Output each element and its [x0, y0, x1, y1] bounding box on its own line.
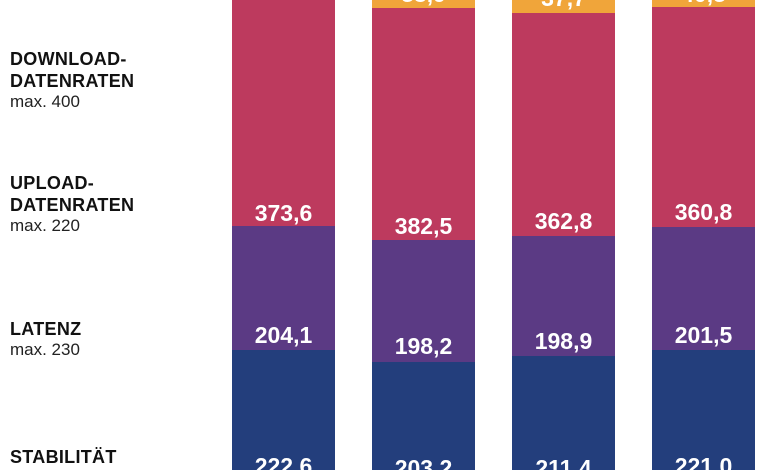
bar-latenz-3 — [512, 236, 615, 356]
value-label-stabilitaet-1: 222,6 — [255, 453, 313, 470]
row-label-latenz: LATENZ max. 230 — [10, 318, 81, 360]
bar-stabilitaet-1 — [232, 350, 335, 470]
value-label-stabilitaet-3: 211,4 — [535, 455, 591, 470]
row-label-latenz-title: LATENZ — [10, 319, 82, 339]
value-label-top-2: 38,9 — [401, 0, 446, 7]
value-label-latenz-1: 204,1 — [255, 322, 313, 348]
row-label-download: DOWNLOAD- DATENRATEN max. 400 — [10, 48, 134, 112]
value-label-download-3: 362,8 — [535, 208, 593, 234]
bar-download-2 — [372, 8, 475, 240]
bar-top-4 — [652, 0, 755, 7]
bar-latenz-4 — [652, 227, 755, 350]
value-label-stabilitaet-2: 203,2 — [395, 455, 453, 470]
value-label-latenz-4: 201,5 — [675, 322, 733, 348]
bar-top-3 — [512, 0, 615, 13]
bar-download-1 — [232, 0, 335, 226]
value-label-download-2: 382,5 — [395, 213, 453, 239]
bar-download-4 — [652, 7, 755, 227]
row-label-stabilitaet-title: STABILITÄT — [10, 447, 117, 467]
bar-stabilitaet-2 — [372, 362, 475, 470]
value-label-latenz-2: 198,2 — [395, 333, 453, 359]
bar-top-2 — [372, 0, 475, 8]
value-label-top-3: 37,7 — [541, 0, 586, 11]
value-label-latenz-3: 198,9 — [535, 328, 593, 354]
row-label-upload: UPLOAD- DATENRATEN max. 220 — [10, 172, 134, 236]
row-label-download-max: max. 400 — [10, 92, 80, 111]
bar-latenz-2 — [372, 240, 475, 362]
bar-download-3 — [512, 13, 615, 236]
bar-stabilitaet-3 — [512, 356, 615, 470]
row-label-upload-max: max. 220 — [10, 216, 80, 235]
value-label-download-1: 373,6 — [255, 200, 313, 226]
row-label-upload-title: UPLOAD- DATENRATEN — [10, 173, 135, 215]
bar-latenz-1 — [232, 226, 335, 350]
value-label-download-4: 360,8 — [675, 199, 733, 225]
bar-stabilitaet-4 — [652, 350, 755, 470]
row-label-download-title: DOWNLOAD- DATENRATEN — [10, 49, 135, 91]
value-label-top-4: 40,3 — [681, 0, 726, 7]
row-label-latenz-max: max. 230 — [10, 340, 80, 359]
row-label-stabilitaet: STABILITÄT — [10, 446, 117, 468]
value-label-stabilitaet-4: 221,0 — [675, 453, 733, 470]
